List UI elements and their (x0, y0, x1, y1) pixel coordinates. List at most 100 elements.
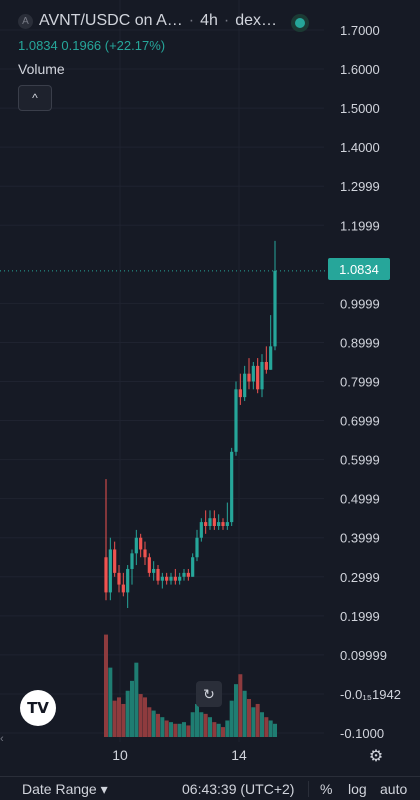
y-tick-label: 1.4000 (340, 140, 380, 155)
reset-chart-button[interactable]: ↻ (196, 681, 222, 707)
y-tick-label: 0.4999 (340, 492, 380, 507)
percent-scale-toggle[interactable]: % (320, 781, 333, 797)
volume-bar (173, 723, 178, 737)
volume-bar (260, 712, 264, 737)
volume-bar (130, 680, 134, 737)
candle-body (208, 518, 212, 527)
settings-button[interactable]: ⚙ (366, 746, 386, 766)
volume-bar (273, 723, 277, 737)
y-tick-label: 0.7999 (340, 375, 380, 390)
volume-bar (156, 713, 160, 737)
reset-icon: ↻ (203, 685, 215, 702)
candle-body (139, 537, 143, 550)
exchange-label[interactable]: dex… (235, 12, 277, 29)
volume-indicator-label[interactable]: Volume (18, 61, 65, 77)
candle-body (191, 557, 195, 577)
toolbar-divider (308, 781, 309, 797)
y-tick-label: 0.1999 (340, 609, 380, 624)
symbol-name[interactable]: AVNT/USDC on A… (39, 12, 183, 29)
candle-body (152, 568, 156, 573)
date-range-button[interactable]: Date Range ▾ (22, 781, 108, 797)
candle-body (126, 568, 130, 593)
y-tick-label: 0.9999 (340, 296, 380, 311)
volume-bar (212, 722, 217, 737)
y-tick-label: 1.1999 (340, 218, 380, 233)
y-tick-label: 0.5999 (340, 453, 380, 468)
auto-scale-toggle[interactable]: auto (380, 781, 408, 797)
candle-body (108, 549, 112, 593)
volume-bar (199, 712, 204, 737)
scroll-left-icon[interactable]: ‹ (0, 733, 4, 745)
candle-body (178, 576, 182, 581)
y-tick-label: 1.6000 (340, 62, 380, 77)
symbol-logo-icon: A (18, 13, 33, 29)
volume-bar (104, 634, 108, 737)
candle-body (221, 522, 225, 527)
symbol-header[interactable]: A AVNT/USDC on A… · 4h · dex… (18, 12, 277, 30)
volume-bar (108, 667, 113, 737)
y-tick-label: 0.2999 (340, 570, 380, 585)
candle-body (247, 373, 251, 382)
candle-body (251, 365, 255, 382)
candle-body (156, 568, 160, 581)
price-change-value: 0.1966 (+22.17%) (61, 38, 166, 53)
timezone-clock[interactable]: 06:43:39 (UTC+2) (182, 781, 295, 797)
volume-bar (112, 700, 117, 737)
y-tick-label: -0.0₁₅1942 (340, 687, 401, 702)
volume-bar (221, 727, 225, 737)
tradingview-logo[interactable]: TV (20, 690, 56, 726)
candle-body (130, 553, 134, 569)
candle-body (225, 522, 229, 527)
volume-bar (264, 717, 269, 737)
volume-bar (164, 720, 169, 737)
collapse-legend-button[interactable]: ^ (18, 85, 52, 111)
candle-body (104, 557, 108, 593)
volume-bar (143, 697, 147, 737)
volume-bar (169, 722, 173, 737)
volume-bar (151, 710, 156, 737)
volume-bar (208, 717, 212, 737)
volume-bar (190, 712, 195, 737)
volume-bar (238, 674, 243, 737)
price-legend: 1.0834 0.1966 (+22.17%) (18, 38, 165, 53)
candle-body (195, 537, 199, 558)
volume-bar (242, 690, 247, 737)
candle-body (260, 361, 264, 390)
candle-body (143, 549, 147, 558)
volume-bar (160, 717, 165, 737)
separator: · (188, 12, 195, 29)
candle-body (182, 572, 186, 577)
volume-bar (247, 699, 251, 737)
volume-bar (117, 697, 121, 737)
candle-body (204, 522, 208, 527)
y-tick-label: 1.2999 (340, 179, 380, 194)
x-tick-label: 10 (112, 747, 128, 763)
candle-body (238, 389, 242, 398)
candle-body (230, 451, 234, 523)
candle-body (186, 572, 190, 577)
volume-bar (177, 723, 182, 737)
y-tick-label: 0.8999 (340, 335, 380, 350)
candle-body (134, 537, 138, 554)
volume-bar (216, 723, 221, 737)
interval-label[interactable]: 4h (200, 12, 218, 29)
chevron-up-icon: ^ (32, 91, 38, 105)
market-status-icon (291, 14, 309, 32)
chart-background (0, 0, 420, 776)
log-scale-toggle[interactable]: log (348, 781, 367, 797)
volume-bar (203, 713, 208, 737)
separator: · (223, 12, 230, 29)
x-tick-label: 14 (231, 747, 247, 763)
candle-body (121, 584, 125, 593)
candle-body (117, 572, 121, 585)
volume-bar (195, 703, 199, 737)
candle-body (212, 518, 216, 527)
gear-icon: ⚙ (368, 748, 384, 765)
volume-bar (255, 703, 260, 737)
volume-bar (134, 662, 139, 737)
bottom-toolbar: Date Range ▾ 06:43:39 (UTC+2) % log auto (0, 776, 420, 800)
volume-bar (125, 690, 130, 737)
candle-body (199, 522, 203, 538)
last-price-tag: 1.0834 (328, 258, 390, 280)
